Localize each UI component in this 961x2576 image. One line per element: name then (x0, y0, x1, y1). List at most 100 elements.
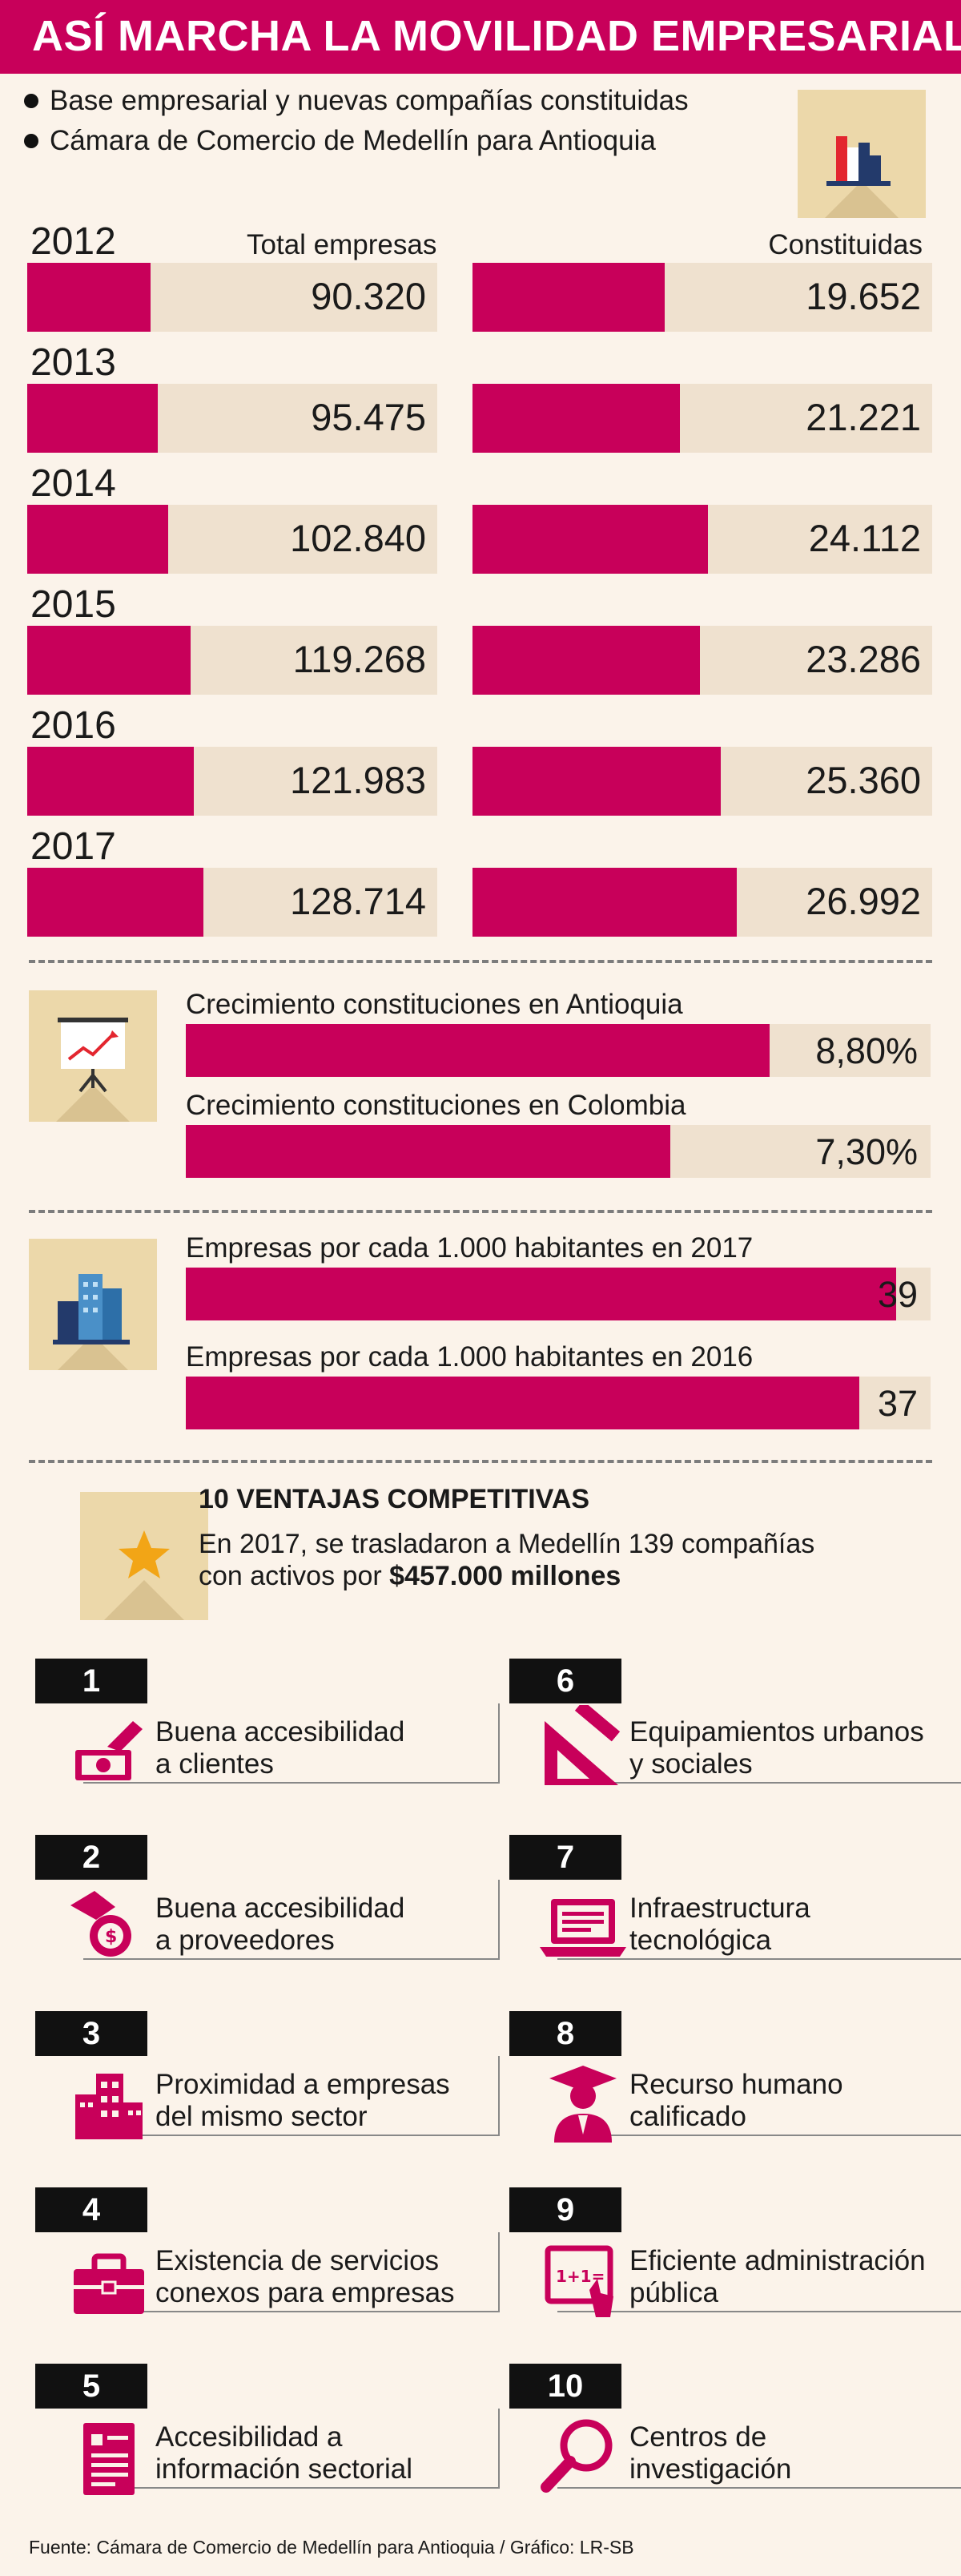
year-label: 2017 (30, 825, 116, 868)
bar-value: 102.840 (290, 517, 426, 559)
year-label: 2013 (30, 341, 116, 384)
stat-track: 7,30% (186, 1125, 931, 1178)
page-title: ASÍ MARCHA LA MOVILIDAD EMPRESARIAL (32, 12, 961, 60)
stat-label: Empresas por cada 1.000 habitantes en 20… (186, 1232, 754, 1264)
advantage-text: Centros de investigación (629, 2421, 791, 2485)
advantage-frame (83, 1880, 500, 1960)
advantage-frame (557, 2232, 961, 2312)
briefcase-icon (59, 2234, 155, 2322)
divider (29, 1210, 932, 1213)
set-square-icon (533, 1700, 629, 1793)
advantage-number: 1 (35, 1659, 147, 1703)
bar-value: 90.320 (311, 275, 426, 317)
advantage-line1: Infraestructura (629, 1893, 810, 1924)
advantage-line1: Buena accesibilidad (155, 1716, 405, 1748)
document-icon (59, 2410, 155, 2498)
year-label: 2014 (30, 462, 116, 505)
advantage-number: 4 (35, 2187, 147, 2232)
advantage-number: 6 (509, 1659, 621, 1703)
advantage-number: 10 (509, 2364, 621, 2409)
bar-fill (27, 868, 203, 937)
bar-fill (27, 505, 168, 574)
advantage-line1: Proximidad a empresas (155, 2069, 450, 2100)
footer-source: Fuente: Cámara de Comercio de Medellín p… (29, 2537, 634, 2558)
divider (29, 960, 932, 963)
advantages-intro-line1: En 2017, se trasladaron a Medellín 139 c… (199, 1529, 815, 1559)
advantages-amount: $457.000 millones (389, 1561, 621, 1591)
advantage-number: 2 (35, 1835, 147, 1880)
advantage-line2: a clientes (155, 1748, 274, 1780)
bar-value: 21.221 (806, 396, 921, 438)
bar-track: 128.714 (27, 868, 437, 937)
advantage-line1: Recurso humano (629, 2069, 843, 2100)
bar-fill (27, 626, 191, 695)
advantage-line1: Buena accesibilidad (155, 1893, 405, 1924)
advantage-frame (557, 1703, 961, 1784)
bar-track: 24.112 (472, 505, 932, 574)
advantage-line2: pública (629, 2277, 718, 2308)
advantage-text: Equipamientos urbanos y sociales (629, 1716, 924, 1780)
bar-value: 23.286 (806, 638, 921, 680)
coin-hand-icon: $ (59, 1881, 155, 1969)
bar-fill (472, 868, 737, 937)
bar-track: 90.320 (27, 263, 437, 332)
advantage-number: 5 (35, 2364, 147, 2409)
bar-track: 121.983 (27, 747, 437, 816)
bar-fill (472, 263, 665, 332)
bar-track: 95.475 (27, 384, 437, 453)
advantage-number: 9 (509, 2187, 621, 2232)
city-buildings-icon (29, 1239, 157, 1370)
advantage-text: Existencia de servicios conexos para empr… (155, 2245, 455, 2309)
advantages-title: 10 VENTAJAS COMPETITIVAS (199, 1484, 590, 1514)
svg-text:$: $ (105, 1927, 117, 1947)
bar-value: 119.268 (292, 638, 426, 680)
advantage-text: Buena accesibilidad a proveedores (155, 1893, 404, 1957)
advantage-line2: calificado (629, 2101, 746, 2132)
subtitle-2: Cámara de Comercio de Medellín para Anti… (24, 125, 656, 157)
advantage-line2: a proveedores (155, 1925, 335, 1956)
year-label: 2012 (30, 220, 116, 263)
bar-value: 128.714 (290, 880, 426, 922)
stat-track: 37 (186, 1377, 931, 1429)
advantage-text: Accesibilidad a información sectorial (155, 2421, 412, 2485)
bar-fill (27, 747, 195, 816)
bar-value: 24.112 (808, 517, 921, 559)
subtitle-1: Base empresarial y nuevas compañías cons… (24, 85, 689, 117)
bar-track: 26.992 (472, 868, 932, 937)
advantage-text: Proximidad a empresas del mismo sector (155, 2069, 450, 2133)
advantage-line2: conexos para empresas (155, 2277, 455, 2308)
magnifier-icon (533, 2410, 629, 2498)
col-head-total: Total empresas (247, 229, 437, 260)
advantage-frame (83, 2056, 500, 2136)
bar-track: 23.286 (472, 626, 932, 695)
advantage-frame (557, 2409, 961, 2489)
money-hand-icon (59, 1705, 155, 1793)
divider (29, 1460, 932, 1463)
advantage-line2: del mismo sector (155, 2101, 368, 2132)
stat-fill (186, 1024, 770, 1077)
bar-fill (472, 626, 701, 695)
advantage-line2: información sectorial (155, 2453, 412, 2485)
stat-value: 37 (877, 1383, 918, 1424)
bar-value: 95.475 (311, 396, 426, 438)
bullet-icon (24, 134, 38, 148)
advantage-line2: investigación (629, 2453, 792, 2485)
advantage-text: Eficiente administración pública (629, 2245, 926, 2309)
stat-fill (186, 1125, 671, 1178)
board-hand-icon: 1+1= (533, 2234, 629, 2322)
advantage-number: 7 (509, 1835, 621, 1880)
stat-track: 8,80% (186, 1024, 931, 1077)
advantage-frame (557, 1880, 961, 1960)
advantage-line1: Existencia de servicios (155, 2245, 440, 2276)
laptop-icon (533, 1881, 629, 1969)
bar-track: 119.268 (27, 626, 437, 695)
stat-label: Crecimiento constituciones en Colombia (186, 1090, 686, 1121)
advantage-text: Buena accesibilidad a clientes (155, 1716, 404, 1780)
bar-fill (27, 384, 158, 453)
bar-fill (472, 747, 721, 816)
buildings-icon (59, 2058, 155, 2146)
advantage-frame (83, 2409, 500, 2489)
advantage-text: Recurso humano calificado (629, 2069, 843, 2133)
advantage-line1: Equipamientos urbanos (629, 1716, 924, 1748)
bar-value: 19.652 (806, 275, 921, 317)
